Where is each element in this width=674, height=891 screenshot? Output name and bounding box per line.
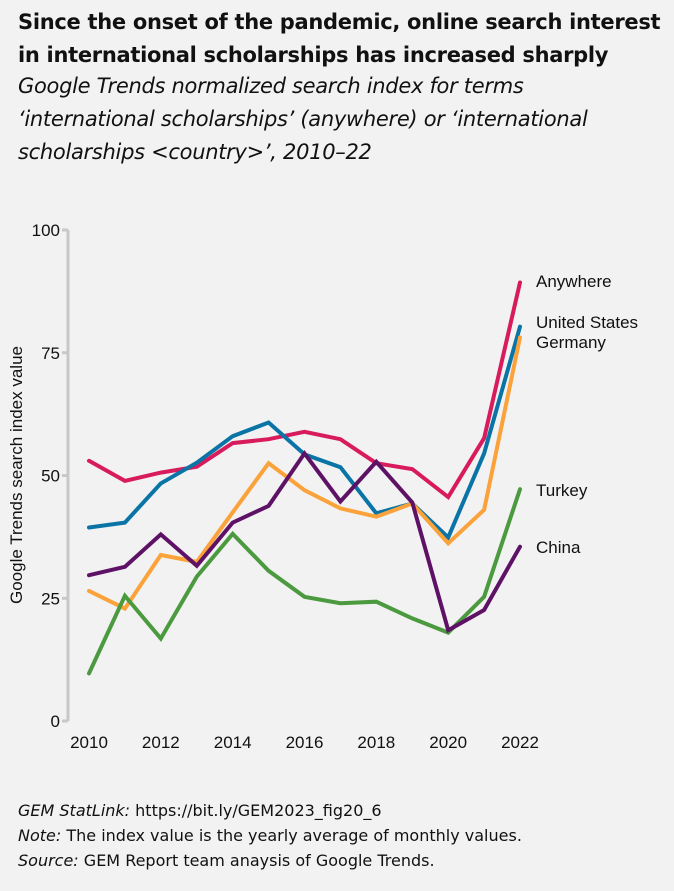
series-label: Anywhere [536, 272, 612, 291]
footer: GEM StatLink: https://bit.ly/GEM2023_fig… [18, 798, 522, 873]
y-tick-label: 50 [41, 467, 60, 486]
chart-subtitle: Google Trends normalized search index fo… [18, 74, 588, 164]
y-tick-label: 100 [32, 221, 60, 240]
series-label: China [536, 538, 581, 557]
source-label: Source: [18, 851, 79, 870]
x-tick-label: 2010 [70, 733, 108, 752]
note-label: Note: [18, 826, 62, 845]
note-text: The index value is the yearly average of… [61, 826, 522, 845]
y-tick-label: 0 [51, 712, 60, 731]
statlink-url[interactable]: https://bit.ly/GEM2023_fig20_6 [130, 801, 382, 820]
x-tick-label: 2014 [214, 733, 252, 752]
series-label: Turkey [536, 481, 588, 500]
statlink-label: GEM StatLink: [18, 801, 131, 820]
y-tick-label: 25 [41, 589, 60, 608]
source-text: GEM Report team anaysis of Google Trends… [78, 851, 435, 870]
series-label: Germany [536, 333, 606, 352]
series-label: United States [536, 313, 638, 332]
series-line-anywhere [87, 280, 522, 501]
note: Note: The index value is the yearly aver… [18, 823, 522, 848]
source: Source: GEM Report team anaysis of Googl… [18, 848, 522, 873]
x-tick-label: 2012 [142, 733, 180, 752]
x-tick-label: 2018 [357, 733, 395, 752]
y-tick-label: 75 [41, 344, 60, 363]
statlink: GEM StatLink: https://bit.ly/GEM2023_fig… [18, 798, 522, 823]
series-line-china [87, 449, 522, 634]
y-axis-label: Google Trends search index value [7, 346, 26, 604]
chart-title: Since the onset of the pandemic, online … [18, 10, 661, 67]
x-tick-label: 2016 [286, 733, 324, 752]
x-tick-label: 2022 [501, 733, 539, 752]
x-tick-label: 2020 [429, 733, 467, 752]
